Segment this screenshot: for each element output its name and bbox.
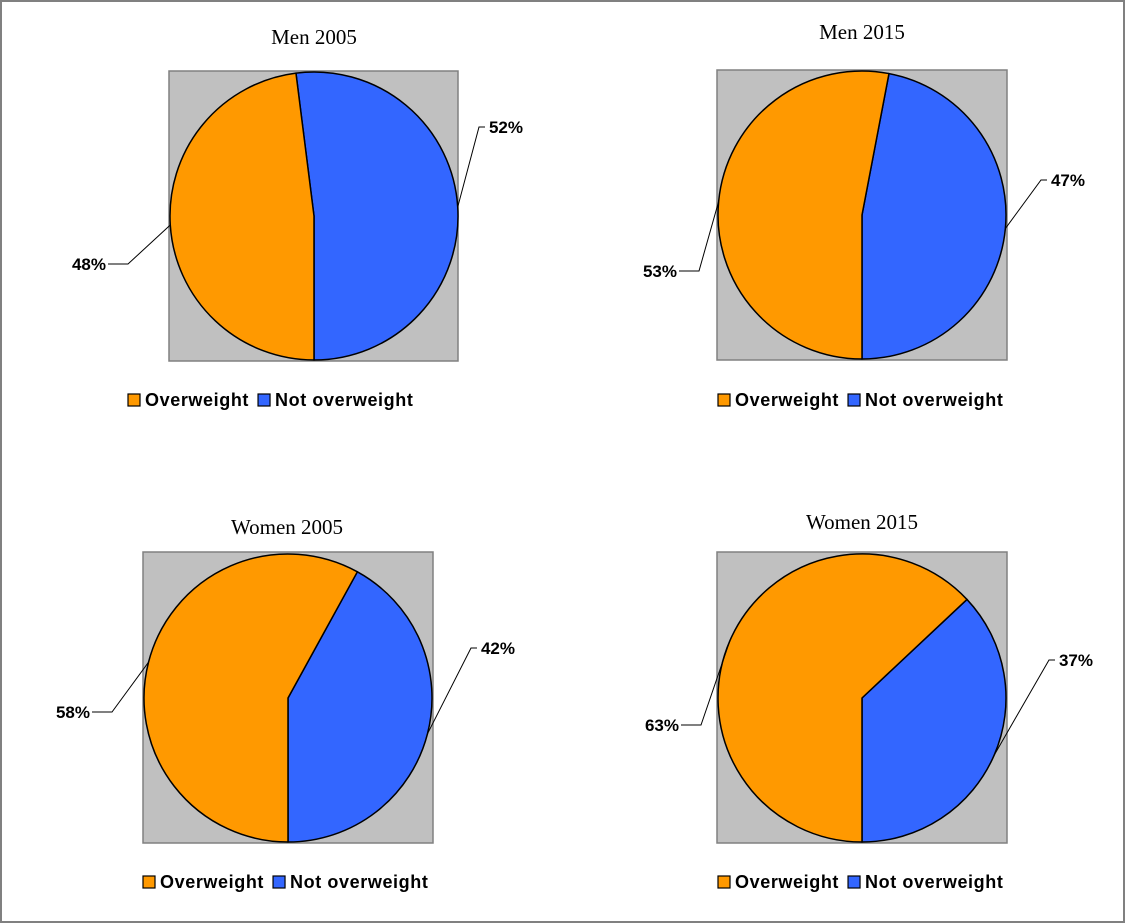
legend-swatch-overweight <box>717 875 731 889</box>
legend-swatch-overweight <box>717 393 731 407</box>
leader-line-not-overweight <box>457 126 485 208</box>
chart-title: Women 2015 <box>806 510 918 534</box>
legend-label-not-overweight: Not overweight <box>865 390 1003 410</box>
data-label-overweight: 63% <box>645 716 679 735</box>
pie-slice-overweight <box>143 553 359 843</box>
chart-title: Men 2005 <box>271 25 357 49</box>
data-label-overweight: 53% <box>643 262 677 281</box>
legend: Overweight Not overweight <box>127 390 413 410</box>
leader-line-not-overweight <box>427 647 477 735</box>
pie-panel-1: Men 2005 48% 52% Overweight Not overweight <box>72 25 523 410</box>
leader-line-not-overweight <box>1004 179 1047 229</box>
chart-title: Women 2005 <box>231 515 343 539</box>
pie-slice-overweight <box>717 70 890 360</box>
legend-label-not-overweight: Not overweight <box>275 390 413 410</box>
legend-label-not-overweight: Not overweight <box>290 872 428 892</box>
data-label-overweight: 48% <box>72 255 106 274</box>
pie-panel-2: Men 2015 53% 47% Overweight Not overweight <box>643 20 1085 410</box>
legend-swatch-not-overweight <box>272 875 286 889</box>
leader-line-overweight <box>108 224 171 265</box>
legend: Overweight Not overweight <box>142 872 428 892</box>
pie-panel-3: Women 2005 58% 42% Overweight Not overweight <box>56 515 515 892</box>
data-label-not-overweight: 47% <box>1051 171 1085 190</box>
data-label-overweight: 58% <box>56 703 90 722</box>
legend-label-overweight: Overweight <box>735 872 839 892</box>
chart-title: Men 2015 <box>819 20 905 44</box>
legend-swatch-overweight <box>127 393 141 407</box>
data-label-not-overweight: 42% <box>481 639 515 658</box>
legend-label-overweight: Overweight <box>145 390 249 410</box>
leader-line-overweight <box>679 201 720 272</box>
legend: Overweight Not overweight <box>717 390 1003 410</box>
leader-line-overweight <box>92 661 149 713</box>
legend-swatch-not-overweight <box>847 875 861 889</box>
legend-label-overweight: Overweight <box>160 872 264 892</box>
legend-swatch-overweight <box>142 875 156 889</box>
pie-slice-not-overweight <box>287 571 433 843</box>
pie-slice-not-overweight <box>861 72 1007 360</box>
data-label-not-overweight: 52% <box>489 118 523 137</box>
pie-panel-4: Women 2015 63% 37% Overweight Not overweight <box>645 510 1093 892</box>
legend-label-overweight: Overweight <box>735 390 839 410</box>
pie-slice-overweight <box>169 72 315 361</box>
leader-line-overweight <box>681 640 731 726</box>
legend-swatch-not-overweight <box>847 393 861 407</box>
legend: Overweight Not overweight <box>717 872 1003 892</box>
data-label-not-overweight: 37% <box>1059 651 1093 670</box>
legend-swatch-not-overweight <box>257 393 271 407</box>
leader-line-not-overweight <box>993 659 1055 756</box>
legend-label-not-overweight: Not overweight <box>865 872 1003 892</box>
